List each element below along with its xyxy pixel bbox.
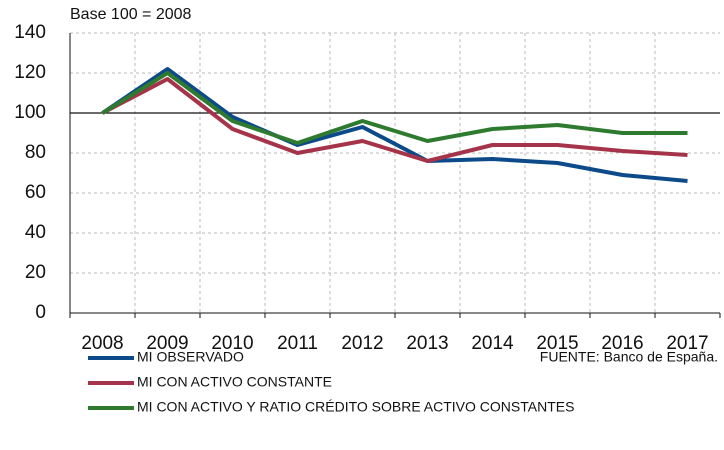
series-line <box>101 67 688 183</box>
x-tick-label: 2011 <box>277 333 318 354</box>
x-tick-label: 2015 <box>536 333 578 354</box>
x-tick-label: 2017 <box>666 333 708 354</box>
legend-label: MI CON ACTIVO CONSTANTE <box>137 374 332 390</box>
x-tick-label: 2012 <box>341 333 383 354</box>
series-line <box>101 77 688 163</box>
subtitle: Base 100 = 2008 <box>70 6 192 23</box>
x-tick-label: 2014 <box>471 333 514 354</box>
y-tick-label: 120 <box>14 62 46 83</box>
y-tick-label: 60 <box>25 182 46 203</box>
x-tick-label: 2013 <box>406 333 448 354</box>
y-tick-label: 100 <box>14 102 46 123</box>
x-tick-label: 2010 <box>211 333 253 354</box>
legend-label: MI CON ACTIVO Y RATIO CRÉDITO SOBRE ACTI… <box>137 399 574 415</box>
y-tick-label: 80 <box>25 142 46 163</box>
series-line <box>101 71 688 145</box>
x-tick-label: 2016 <box>601 333 643 354</box>
y-tick-label: 140 <box>14 22 46 43</box>
source: FUENTE: Banco de España. <box>540 349 718 365</box>
y-tick-label: 0 <box>35 302 46 323</box>
x-tick-label: 2009 <box>146 333 188 354</box>
y-tick-label: 40 <box>25 222 46 243</box>
legend-label: MI OBSERVADO <box>137 349 244 365</box>
y-tick-label: 20 <box>25 262 46 283</box>
x-tick-label: 2008 <box>81 333 123 354</box>
